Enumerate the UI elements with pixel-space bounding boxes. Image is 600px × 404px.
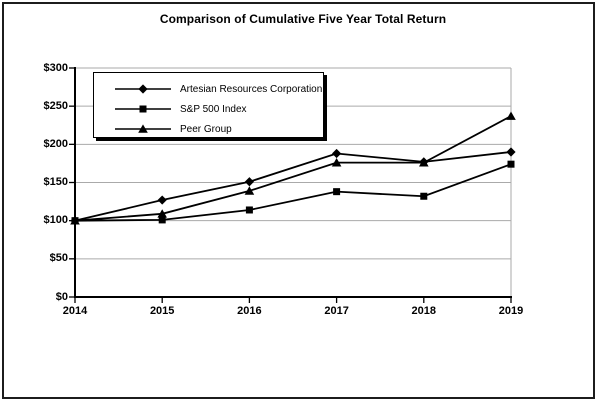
triangle-data-point	[331, 158, 342, 167]
diamond-data-point	[332, 148, 342, 159]
series-line	[74, 115, 512, 222]
x-axis-tick-label: 2019	[498, 305, 524, 317]
legend-label: S&P 500 Index	[180, 103, 247, 115]
square-data-point	[507, 160, 515, 168]
triangle-legend-glyph	[138, 124, 148, 133]
diamond-data-point	[244, 177, 254, 187]
diamond-data-point	[157, 195, 167, 205]
diamond-marker-icon	[115, 84, 171, 94]
square-legend-glyph	[139, 105, 147, 113]
square-data-point	[333, 188, 341, 196]
x-axis-tick-label: 2015	[149, 305, 175, 317]
square-data-point	[420, 192, 428, 200]
chart-title: Comparison of Cumulative Five Year Total…	[159, 12, 447, 26]
diamond-data-point	[506, 147, 516, 157]
series-line	[74, 163, 512, 222]
y-axis-tick-label: $150	[43, 176, 68, 188]
square-data-point	[245, 206, 253, 214]
x-axis-tick-label: 2018	[411, 305, 437, 317]
legend-label: Artesian Resources Corporation	[180, 83, 323, 95]
legend-item-sp500: S&P 500 Index	[114, 99, 323, 119]
square-marker-icon	[115, 105, 171, 113]
legend: Artesian Resources Corporation S&P 500 I…	[93, 72, 324, 138]
y-axis-tick-label: $300	[43, 61, 68, 74]
triangle-marker-icon	[115, 124, 171, 133]
x-axis-tick-label: 2014	[62, 305, 88, 317]
y-axis-tick-label: $250	[43, 99, 68, 112]
y-axis-tick-label: $0	[55, 290, 68, 303]
diamond-legend-glyph	[138, 84, 148, 94]
legend-label: Peer Group	[180, 123, 232, 135]
triangle-data-point	[419, 158, 429, 167]
y-axis-tick-label: $200	[43, 137, 68, 150]
triangle-data-point	[506, 111, 516, 120]
x-axis-tick-label: 2016	[237, 305, 262, 317]
series-line	[74, 151, 512, 222]
legend-item-peer-group: Peer Group	[114, 119, 323, 139]
triangle-data-point	[157, 209, 167, 218]
legend-item-artesian: Artesian Resources Corporation	[114, 79, 323, 99]
y-axis-tick-label: $100	[43, 214, 68, 227]
triangle-data-point	[244, 186, 255, 195]
x-axis-tick-label: 2017	[324, 305, 349, 317]
square-data-point	[71, 217, 79, 225]
y-axis-tick-label: $50	[49, 252, 68, 265]
square-data-point	[158, 216, 166, 224]
